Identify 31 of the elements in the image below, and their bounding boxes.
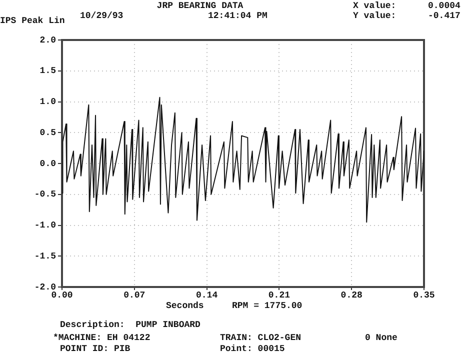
text: 0 None <box>365 333 398 343</box>
y-tick-label: 1.5 <box>40 66 56 76</box>
text: 0.0004 <box>428 1 460 11</box>
x-axis-title: Seconds <box>166 301 204 311</box>
y-tick-label: -0.5 <box>34 190 56 200</box>
y-tick-label: -1.0 <box>34 220 56 231</box>
x-tick-label: 0.35 <box>413 290 435 301</box>
text: *MACHINE: EH 04122 <box>53 333 150 343</box>
text: Description: PUMP INBOARD <box>60 320 200 330</box>
y-tick-label: -2.0 <box>34 282 56 292</box>
text: 10/29/93 <box>80 11 124 21</box>
text: -0.417 <box>428 11 460 21</box>
text: POINT ID: PIB <box>60 344 130 354</box>
y-axis-title: IPS Peak Lin <box>0 16 65 26</box>
text: Point: 00015 <box>220 344 285 354</box>
text: Y value: <box>353 11 396 21</box>
text: TRAIN: CLO2-GEN <box>220 333 302 343</box>
y-tick-label: 2.0 <box>40 35 56 46</box>
text: X value: <box>353 1 396 11</box>
y-tick-label: -1.5 <box>34 251 56 262</box>
x-tick-label: 0.21 <box>268 290 291 301</box>
x-tick-label: 0.28 <box>340 290 362 301</box>
y-tick-label: 0.5 <box>40 128 56 138</box>
x-tick-label: 0.14 <box>196 290 218 301</box>
y-tick-label: 1.0 <box>40 97 56 108</box>
chart-title: JRP BEARING DATA <box>156 1 244 11</box>
x-tick-label: 0.00 <box>51 290 73 301</box>
y-tick-label: 0.0 <box>40 158 56 169</box>
x-tick-label: 0.07 <box>124 290 146 301</box>
text: RPM = 1775.00 <box>232 301 302 311</box>
text: 12:41:04 PM <box>208 11 268 21</box>
